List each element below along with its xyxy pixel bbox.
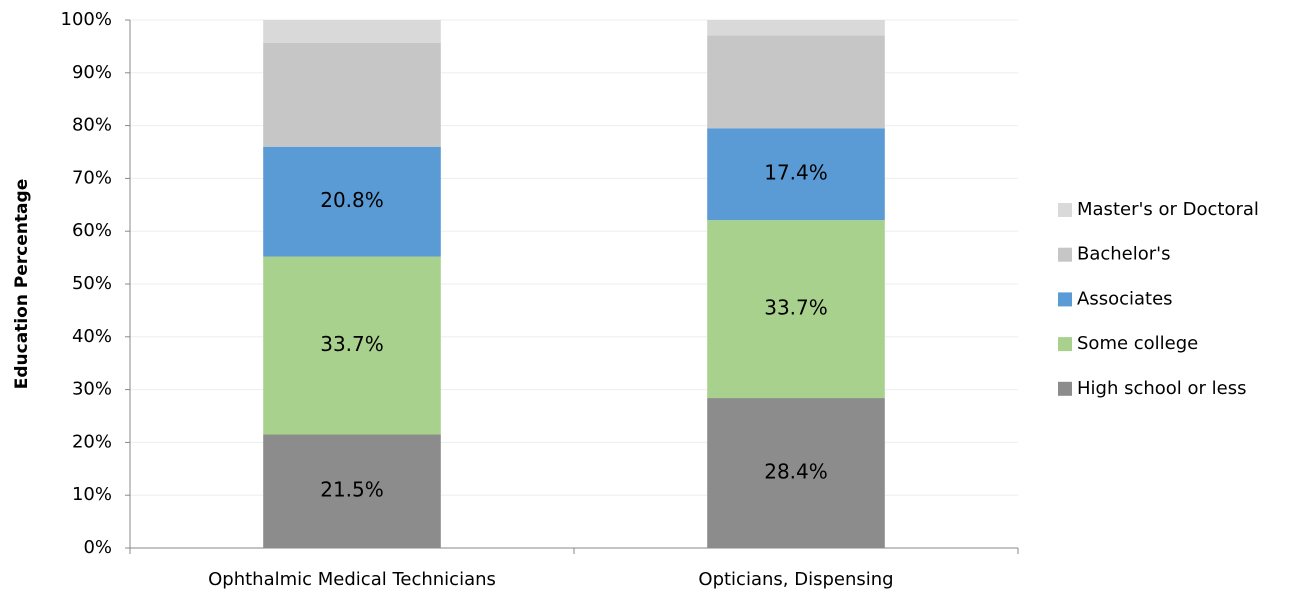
bar-segment	[707, 128, 885, 221]
y-tick-label: 70%	[72, 167, 112, 188]
y-tick-label: 60%	[72, 220, 112, 241]
bar-segment	[707, 220, 885, 399]
data-label: 28.4%	[764, 460, 828, 484]
legend-label: High school or less	[1077, 378, 1247, 399]
bar-segment	[707, 35, 885, 129]
data-label: 17.4%	[764, 161, 828, 185]
y-tick-label: 20%	[72, 431, 112, 452]
bar-segment	[263, 146, 441, 257]
legend-label: Some college	[1077, 333, 1198, 354]
x-tick-label: Ophthalmic Medical Technicians	[208, 569, 496, 590]
legend-swatch	[1058, 337, 1072, 352]
y-tick-label: 90%	[72, 62, 112, 83]
y-axis-title: Education Percentage	[12, 179, 32, 389]
bar-segment	[263, 20, 441, 43]
data-label: 33.7%	[320, 332, 384, 356]
y-tick-label: 50%	[72, 273, 112, 294]
y-tick-label: 10%	[72, 484, 112, 505]
data-label: 21.5%	[320, 478, 384, 502]
y-tick-label: 80%	[72, 115, 112, 136]
y-tick-label: 30%	[72, 379, 112, 400]
data-label: 33.7%	[764, 296, 828, 320]
legend-label: Associates	[1077, 288, 1173, 309]
bar-segment	[707, 20, 885, 36]
data-label: 20.8%	[320, 188, 384, 212]
legend-swatch	[1058, 247, 1072, 262]
bar-segment	[263, 256, 441, 435]
x-tick-label: Opticians, Dispensing	[698, 569, 893, 590]
legend-swatch	[1058, 292, 1072, 307]
legend-label: Master's or Doctoral	[1077, 199, 1259, 220]
legend-swatch	[1058, 203, 1072, 217]
legend-swatch	[1058, 381, 1072, 396]
legend-label: Bachelor's	[1077, 244, 1171, 265]
bar-segment	[263, 434, 441, 548]
y-tick-label: 40%	[72, 326, 112, 347]
y-tick-label: 0%	[83, 537, 112, 558]
bar-segment	[263, 42, 441, 147]
y-tick-label: 100%	[61, 9, 112, 30]
bar-segment	[707, 398, 885, 548]
